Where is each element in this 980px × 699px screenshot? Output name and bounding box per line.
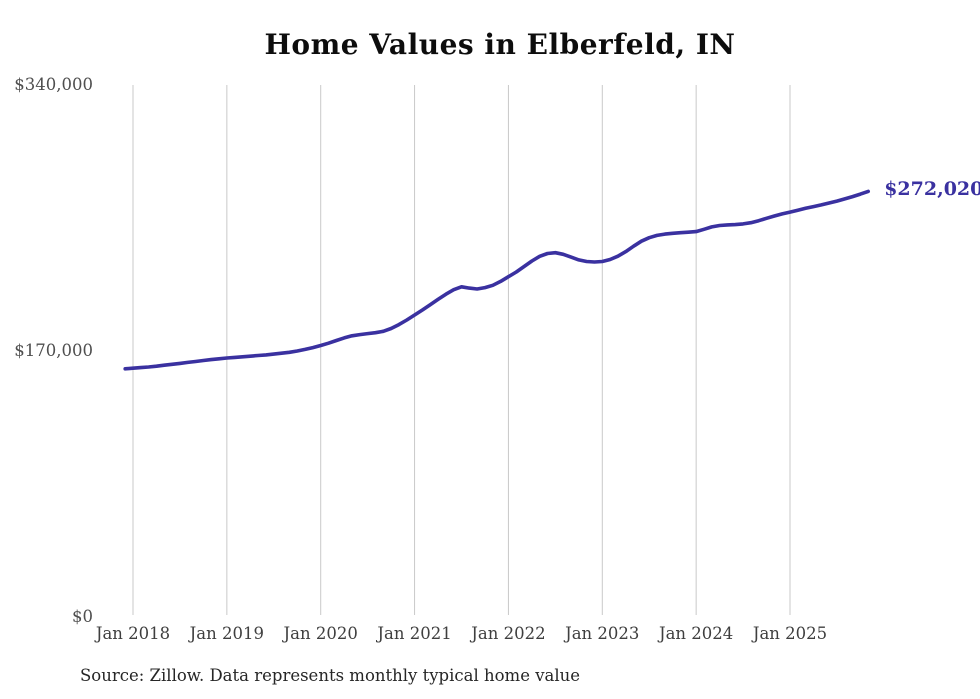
source-note: Source: Zillow. Data represents monthly … <box>80 666 581 685</box>
current-value-label: $272,020 <box>884 178 980 201</box>
vertical-gridlines <box>132 85 791 615</box>
x-axis-tick-label: Jan 2023 <box>565 624 640 643</box>
x-axis-tick-label: Jan 2018 <box>95 624 171 643</box>
x-axis-tick-label: Jan 2019 <box>189 624 264 643</box>
home-value-line-series <box>123 189 870 371</box>
x-axis-tick-label: Jan 2024 <box>658 624 734 643</box>
x-axis-tick-label: Jan 2021 <box>377 624 452 643</box>
y-axis-tick-label: $340,000 <box>14 75 93 94</box>
x-axis-tick-label: Jan 2022 <box>471 624 546 643</box>
y-axis-tick-label: $0 <box>72 607 93 626</box>
x-axis-tick-label: Jan 2020 <box>283 624 358 643</box>
chart-title: Home Values in Elberfeld, IN <box>264 28 736 61</box>
y-axis-tick-label: $170,000 <box>14 341 93 360</box>
x-axis-tick-label: Jan 2025 <box>752 624 828 643</box>
